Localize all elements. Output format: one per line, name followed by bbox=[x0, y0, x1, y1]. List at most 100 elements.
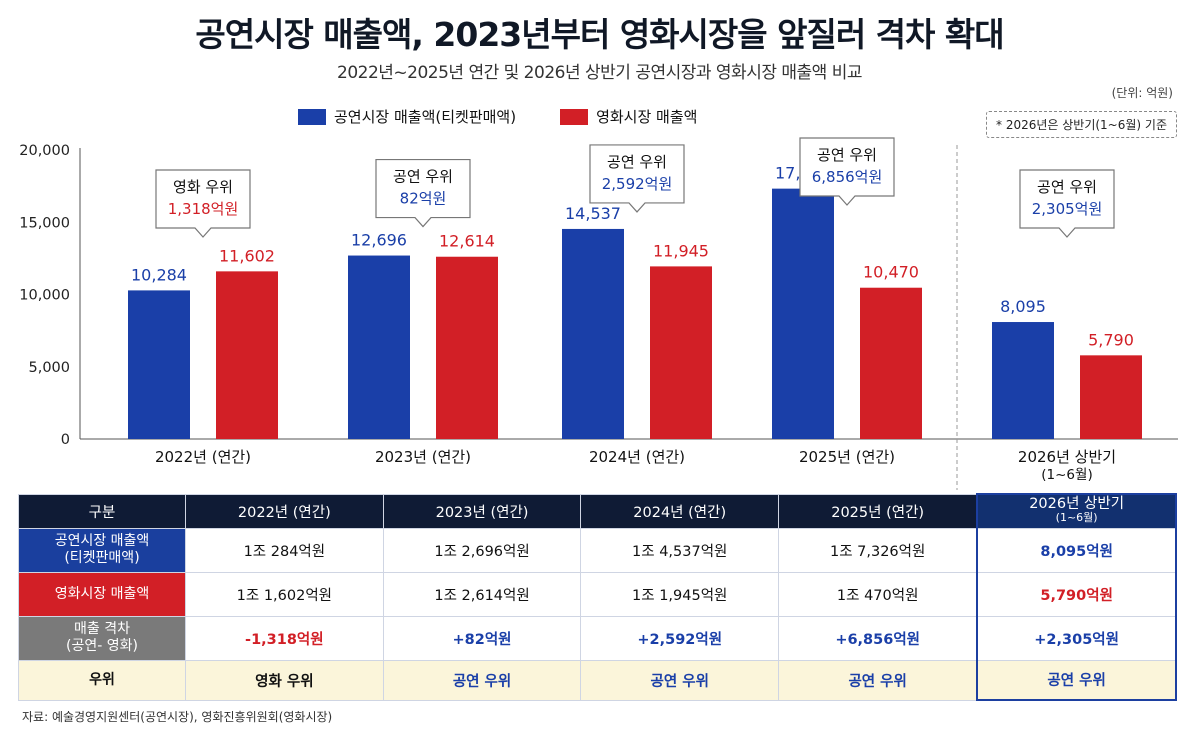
table-cell: 1조 1,945억원 bbox=[580, 571, 780, 617]
legend-swatch-film bbox=[560, 108, 589, 125]
bar-chart: 0 5,000 10,000 15,000 20,000 10,284 11,602 2022… bbox=[19, 137, 1178, 490]
y-tick-label: 15,000 bbox=[19, 215, 70, 231]
table-header-row: 구분 2022년 (연간) 2023년 (연간) 2024년 (연간) 2025… bbox=[18, 493, 1177, 529]
bar-performance bbox=[772, 188, 834, 439]
x-tick-label: 2025년 (연간) bbox=[799, 448, 895, 466]
table-header-2026h1-sub: (1~6월) bbox=[1055, 511, 1098, 525]
bar-film bbox=[216, 271, 278, 439]
row-label-performance: 공연시장 매출액 (티켓판매액) bbox=[18, 527, 186, 573]
table-cell: 5,790억원 bbox=[976, 571, 1177, 617]
table-cell: 1조 2,696억원 bbox=[382, 527, 582, 573]
table-row-gap: 매출 격차 (공연- 영화) -1,318억원 +82억원 +2,592억원 +… bbox=[18, 615, 1177, 661]
annotation-title: 공연 우위 bbox=[393, 168, 453, 186]
y-tick-label: 0 bbox=[61, 432, 70, 448]
table-header-2025: 2025년 (연간) bbox=[778, 493, 978, 529]
source-note: 자료: 예술경영지원센터(공연시장), 영화진흥위원회(영화시장) bbox=[22, 710, 333, 724]
table-cell: +2,305억원 bbox=[976, 615, 1177, 661]
legend-item-performance: 공연시장 매출액(티켓판매액) bbox=[298, 106, 516, 127]
y-tick-label: 20,000 bbox=[19, 143, 70, 159]
table-header-2022: 2022년 (연간) bbox=[185, 493, 384, 529]
row-label-film: 영화시장 매출액 bbox=[18, 571, 186, 617]
chart-legend: 공연시장 매출액(티켓판매액) 영화시장 매출액 bbox=[298, 106, 697, 127]
table-row-winner: 우위 영화 우위 공연 우위 공연 우위 공연 우위 공연 우위 bbox=[18, 659, 1177, 701]
table-cell: 공연 우위 bbox=[778, 659, 978, 701]
annotation-value: 2,592억원 bbox=[602, 175, 673, 193]
table-cell: +2,592억원 bbox=[580, 615, 780, 661]
table-row-performance: 공연시장 매출액 (티켓판매액) 1조 284억원 1조 2,696억원 1조 … bbox=[18, 527, 1177, 573]
data-table: 구분 2022년 (연간) 2023년 (연간) 2024년 (연간) 2025… bbox=[18, 493, 1177, 701]
row-label-performance-line2: (티켓판매액) bbox=[64, 550, 140, 566]
row-label-performance-line1: 공연시장 매출액 bbox=[54, 533, 150, 549]
table-cell: 공연 우위 bbox=[382, 659, 582, 701]
table-cell: 1조 1,602억원 bbox=[185, 571, 384, 617]
annotation-title: 공연 우위 bbox=[817, 146, 877, 164]
bar-performance bbox=[348, 255, 410, 439]
table-cell: 1조 7,326억원 bbox=[778, 527, 978, 573]
y-tick-label: 5,000 bbox=[28, 360, 70, 376]
unit-label: (단위: 억원) bbox=[1111, 86, 1173, 100]
table-header-2026h1: 2026년 상반기 (1~6월) bbox=[976, 493, 1177, 529]
x-tick-label: 2023년 (연간) bbox=[375, 448, 471, 466]
annotation-value: 1,318억원 bbox=[168, 200, 239, 218]
x-tick-label: 2026년 상반기 bbox=[1018, 448, 1116, 466]
table-header-2023: 2023년 (연간) bbox=[382, 493, 582, 529]
table-cell: 공연 우위 bbox=[580, 659, 780, 701]
bar-performance bbox=[562, 228, 624, 439]
annotation-title: 영화 우위 bbox=[173, 178, 233, 196]
table-header-2026h1-main: 2026년 상반기 bbox=[1029, 496, 1125, 513]
data-label-performance: 10,284 bbox=[131, 265, 187, 284]
table-cell: 1조 2,614억원 bbox=[382, 571, 582, 617]
annotation-value: 6,856억원 bbox=[812, 168, 883, 186]
annotation-value: 2,305억원 bbox=[1032, 200, 1103, 218]
bar-performance bbox=[128, 290, 190, 439]
page-title: 공연시장 매출액, 2023년부터 영화시장을 앞질러 격차 확대 bbox=[195, 15, 1004, 54]
annotation-title: 공연 우위 bbox=[607, 153, 667, 171]
data-label-performance: 12,696 bbox=[351, 231, 407, 250]
table-header-2024: 2024년 (연간) bbox=[580, 493, 780, 529]
x-tick-label: 2024년 (연간) bbox=[589, 448, 685, 466]
x-tick-label: 2022년 (연간) bbox=[155, 448, 251, 466]
bar-film bbox=[1080, 355, 1142, 439]
table-cell: 공연 우위 bbox=[976, 659, 1177, 701]
bar-film bbox=[436, 256, 498, 439]
bar-film bbox=[650, 266, 712, 439]
table-cell: +6,856억원 bbox=[778, 615, 978, 661]
row-label-winner: 우위 bbox=[18, 659, 186, 701]
table-cell: +82억원 bbox=[382, 615, 582, 661]
page-subtitle: 2022년~2025년 연간 및 2026년 상반기 공연시장과 영화시장 매출… bbox=[337, 63, 863, 83]
data-label-film: 11,602 bbox=[219, 246, 275, 265]
table-cell: 영화 우위 bbox=[185, 659, 384, 701]
table-cell: -1,318억원 bbox=[185, 615, 384, 661]
table-cell: 8,095억원 bbox=[976, 527, 1177, 573]
table-header-category: 구분 bbox=[18, 493, 186, 529]
table-cell: 1조 284억원 bbox=[185, 527, 384, 573]
annotation-title: 공연 우위 bbox=[1037, 178, 1097, 196]
table-cell: 1조 470억원 bbox=[778, 571, 978, 617]
row-label-gap-line2: (공연- 영화) bbox=[66, 638, 138, 654]
data-label-film: 11,945 bbox=[653, 241, 709, 260]
legend-item-film: 영화시장 매출액 bbox=[560, 106, 697, 127]
annotation-bubble bbox=[589, 144, 685, 213]
annotation-bubble bbox=[375, 158, 471, 228]
x-tick-label: (1~6월) bbox=[1041, 467, 1092, 483]
data-label-performance: 14,537 bbox=[565, 204, 621, 223]
row-label-gap-line1: 매출 격차 bbox=[74, 621, 130, 637]
data-label-performance: 8,095 bbox=[1000, 297, 1046, 316]
data-label-film: 12,614 bbox=[439, 232, 495, 251]
annotation-bubble bbox=[799, 137, 895, 206]
legend-label-film: 영화시장 매출액 bbox=[596, 108, 698, 126]
annotation-bubble bbox=[155, 169, 251, 238]
bar-performance bbox=[992, 322, 1054, 439]
annotation-value: 82억원 bbox=[400, 190, 447, 208]
data-label-film: 10,470 bbox=[863, 263, 919, 282]
table-cell: 1조 4,537억원 bbox=[580, 527, 780, 573]
table-row-film: 영화시장 매출액 1조 1,602억원 1조 2,614억원 1조 1,945억… bbox=[18, 571, 1177, 617]
data-label-film: 5,790 bbox=[1088, 330, 1134, 349]
row-label-gap: 매출 격차 (공연- 영화) bbox=[18, 615, 186, 661]
legend-label-performance: 공연시장 매출액(티켓판매액) bbox=[334, 108, 517, 126]
y-tick-label: 10,000 bbox=[19, 288, 70, 304]
annotation-bubble bbox=[1019, 169, 1115, 238]
footnote-box: * 2026년은 상반기(1~6월) 기준 bbox=[986, 111, 1177, 138]
bar-film bbox=[860, 287, 922, 439]
legend-swatch-performance bbox=[298, 108, 326, 125]
